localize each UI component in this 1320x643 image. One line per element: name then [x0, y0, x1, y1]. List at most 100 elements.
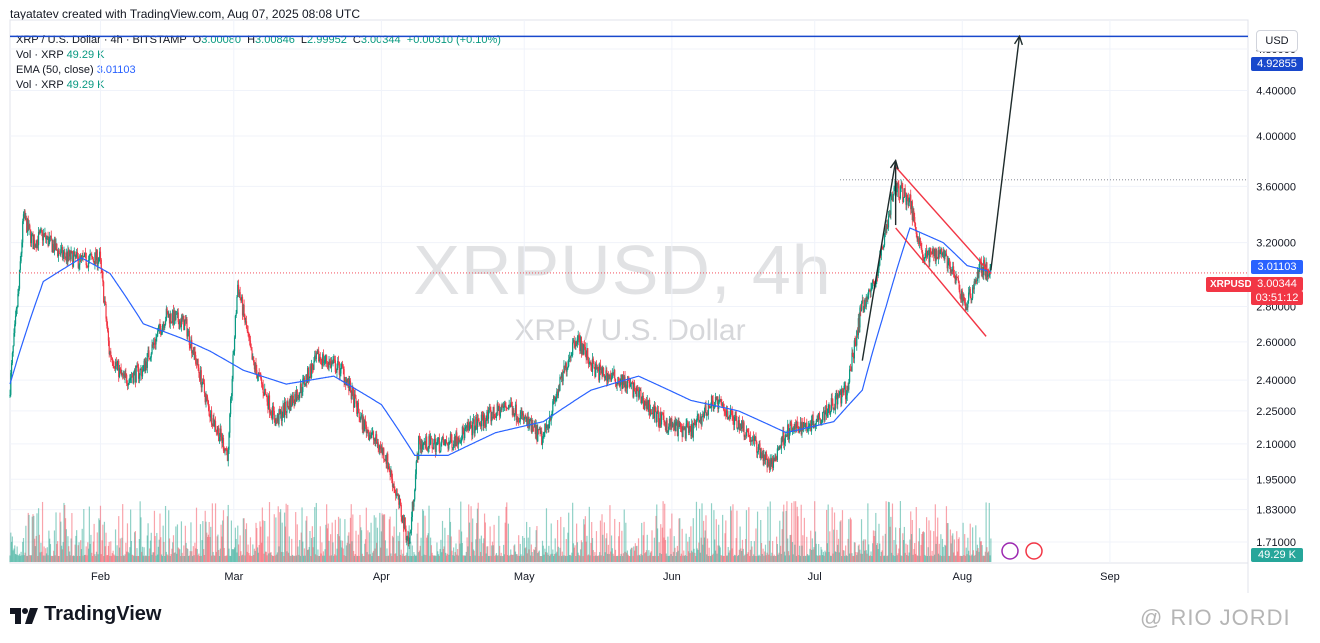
volume-bar: [676, 545, 679, 562]
candle-body: [82, 255, 84, 257]
volume-bar: [399, 532, 401, 562]
candle-body: [268, 395, 271, 413]
candle-body: [701, 416, 703, 425]
volume-bar: [835, 552, 837, 562]
candle-body: [109, 351, 111, 355]
volume-bar: [409, 555, 411, 562]
candle-body: [477, 419, 479, 420]
volume-bar: [227, 504, 229, 562]
volume-bar: [641, 522, 643, 562]
candle-body: [691, 424, 693, 437]
volume-bar: [268, 553, 270, 562]
volume-bar: [179, 549, 181, 562]
candle-body: [493, 406, 495, 417]
volume-bar: [102, 524, 104, 562]
candle-body: [327, 363, 329, 368]
candle-body: [330, 361, 333, 368]
candle-body: [626, 384, 628, 389]
volume-bar: [467, 546, 469, 562]
candle-body: [901, 184, 903, 189]
volume-bar: [813, 547, 815, 562]
volume-bar: [682, 555, 684, 562]
candle-body: [820, 422, 822, 424]
legend-volume-row-2[interactable]: Vol · XRP 49.29 K: [16, 78, 501, 93]
candle-body: [645, 401, 647, 402]
candle-body: [577, 336, 579, 340]
volume-bar: [288, 536, 290, 562]
volume-bar: [952, 533, 954, 562]
volume-bar: [849, 553, 851, 562]
volume-bar: [672, 551, 675, 562]
volume-bar: [542, 545, 544, 562]
tradingview-brand[interactable]: TradingView: [10, 603, 161, 626]
candle-body: [754, 436, 756, 440]
volume-bar: [130, 540, 133, 562]
volume-bar: [311, 526, 313, 562]
candle-body: [114, 361, 117, 369]
candle-body: [403, 515, 405, 529]
volume-bar: [66, 555, 68, 562]
candle-body: [411, 501, 413, 517]
candle-body: [502, 405, 504, 408]
candle-body: [621, 374, 623, 389]
candle-body: [519, 413, 521, 422]
candle-body: [888, 214, 890, 216]
candle-body: [476, 417, 478, 430]
candle-body: [839, 391, 841, 395]
legend-volume-row[interactable]: Vol · XRP 49.29 K: [16, 48, 501, 63]
candle-body: [211, 424, 213, 427]
candle-body: [224, 448, 226, 452]
candle-body: [183, 315, 185, 331]
volume-bar: [39, 552, 41, 562]
candle-body: [782, 430, 784, 441]
volume-bar: [119, 538, 121, 562]
candle-body: [599, 364, 602, 370]
volume-bar: [666, 555, 668, 562]
candle-body: [75, 255, 77, 258]
candle-body: [499, 406, 501, 417]
currency-button[interactable]: USD: [1256, 30, 1298, 52]
volume-bar: [539, 555, 541, 562]
candle-body: [688, 426, 690, 433]
candle-body: [242, 304, 244, 316]
candle-body: [148, 350, 150, 359]
volume-bar: [252, 544, 254, 562]
volume-bar: [685, 533, 687, 562]
candle-body: [25, 218, 27, 220]
volume-bar: [792, 554, 794, 562]
volume-bar: [371, 555, 373, 562]
candle-body: [973, 281, 975, 290]
candle-body: [617, 377, 619, 385]
volume-bar: [272, 555, 274, 562]
volume-bar: [70, 538, 72, 562]
volume-bar: [191, 551, 193, 562]
volume-bar: [180, 521, 183, 562]
volume-bar: [450, 536, 452, 562]
volume-bar: [971, 554, 973, 562]
candle-body: [261, 383, 263, 385]
candle-body: [716, 396, 718, 400]
candle-body: [458, 438, 460, 443]
candle-body: [257, 376, 259, 379]
volume-bar: [929, 530, 932, 562]
candle-body: [160, 332, 163, 335]
volume-bar: [756, 555, 758, 562]
candle-body: [103, 281, 105, 303]
candle-body: [338, 361, 340, 375]
volume-bar: [192, 546, 194, 562]
volume-bar: [901, 555, 903, 562]
volume-bar: [962, 522, 964, 562]
candle-body: [731, 410, 733, 417]
legend-ema-row[interactable]: EMA (50, close) 3.01103: [16, 63, 501, 78]
candle-body: [212, 418, 214, 427]
volume-bar: [480, 535, 482, 562]
candle-body: [550, 416, 552, 421]
candle-body: [345, 379, 348, 386]
volume-bar: [214, 555, 216, 562]
volume-bar: [581, 542, 583, 562]
volume-bar: [655, 515, 657, 562]
price-chart[interactable]: 1.710001.830001.950002.100002.250002.400…: [0, 0, 1320, 600]
candle-body: [21, 242, 23, 254]
candle-body: [533, 424, 536, 427]
candle-body: [207, 397, 209, 401]
